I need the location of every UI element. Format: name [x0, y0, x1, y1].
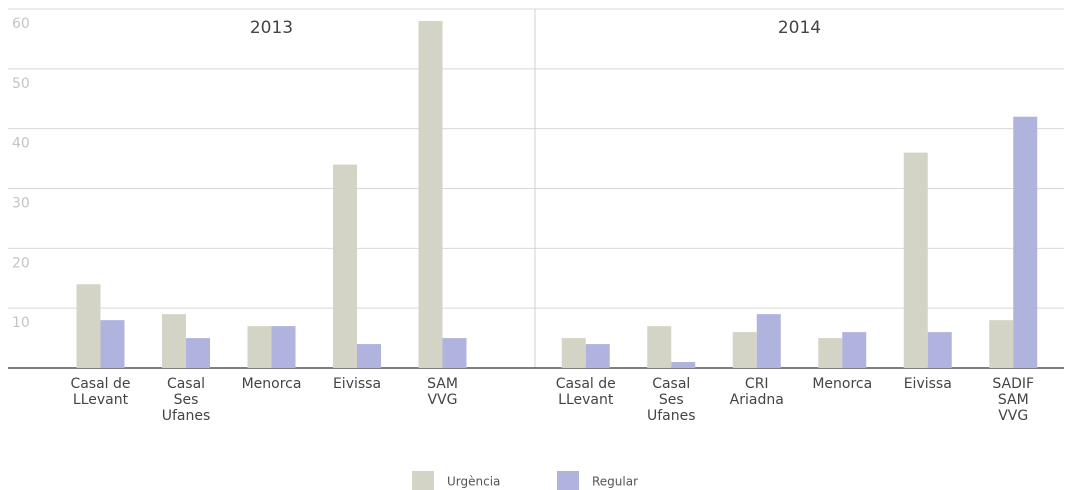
y-tick-label: 60 [12, 16, 30, 32]
x-tick-label: VVG [998, 408, 1028, 424]
x-tick-label: Casal de [556, 376, 616, 392]
x-tick-label: Ariadna [730, 392, 784, 408]
y-tick-label: 50 [12, 76, 30, 92]
x-tick-label: CRI [745, 376, 769, 392]
x-tick-label: Menorca [812, 376, 872, 392]
y-tick-label: 10 [12, 315, 30, 331]
bar [442, 338, 467, 368]
panel-title: 2013 [250, 18, 293, 38]
bar [186, 338, 210, 368]
panel-title: 2014 [778, 18, 821, 38]
bar [418, 20, 443, 368]
bar [903, 152, 928, 368]
legend-swatch [557, 471, 579, 490]
bar [162, 314, 186, 368]
bar [989, 320, 1014, 368]
y-tick-label: 40 [12, 136, 30, 152]
bar [357, 344, 381, 368]
bar [927, 332, 952, 368]
x-tick-label: Eivissa [333, 376, 381, 392]
bar [756, 314, 781, 368]
x-tick-label: Menorca [242, 376, 302, 392]
legend-swatch [412, 471, 434, 490]
y-tick-label: 20 [12, 255, 30, 271]
bar [247, 326, 272, 368]
bar [732, 332, 757, 368]
legend-label: Regular [592, 475, 638, 489]
x-tick-label: Ses [174, 392, 199, 408]
x-tick-label: LLevant [73, 392, 129, 408]
x-tick-label: Casal de [70, 376, 130, 392]
legend-label: Urgència [447, 475, 500, 489]
bar [842, 332, 867, 368]
bar [647, 326, 672, 368]
x-tick-label: SAM [427, 376, 458, 392]
x-tick-label: Eivissa [904, 376, 952, 392]
bar [76, 284, 101, 368]
x-tick-label: Casal [167, 376, 205, 392]
bar [561, 338, 586, 368]
bar [100, 320, 125, 368]
bar [585, 344, 610, 368]
x-tick-label: Ufanes [162, 408, 211, 424]
x-tick-label: VVG [427, 392, 457, 408]
bar [818, 338, 843, 368]
bar [1013, 116, 1038, 368]
x-tick-label: SADIF [992, 376, 1034, 392]
bar [271, 326, 296, 368]
bar [671, 362, 696, 368]
x-tick-label: Ufanes [647, 408, 696, 424]
x-tick-label: Ses [659, 392, 684, 408]
x-tick-label: SAM [998, 392, 1029, 408]
bar [333, 164, 357, 368]
x-tick-label: Casal [652, 376, 690, 392]
x-tick-label: LLevant [558, 392, 614, 408]
y-tick-label: 30 [12, 196, 30, 212]
